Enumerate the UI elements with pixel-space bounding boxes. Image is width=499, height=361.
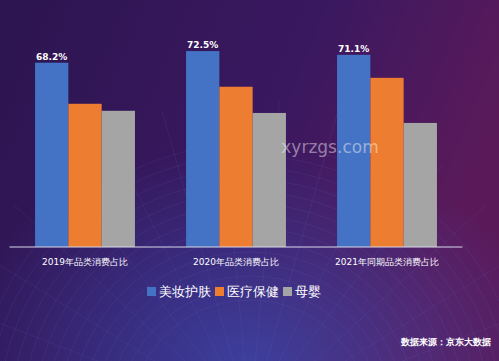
background-glow [0,0,499,361]
x-tick-label: 2021年同期品类消费占比 [335,257,439,267]
bar [219,87,252,247]
bar [404,123,437,247]
x-tick-label: 2020年品类消费占比 [193,257,279,267]
bar [186,51,219,247]
data-label: 71.1% [338,44,369,54]
data-label: 68.2% [36,52,67,62]
bar [102,111,135,247]
legend-swatch [283,287,292,296]
background [0,0,499,361]
source: 数据来源：京东大数据 [400,337,491,347]
bars [35,51,437,247]
legend-label: 母婴 [295,284,321,299]
data-labels: 68.2% 72.5% 71.1% [36,40,369,62]
bar [68,104,101,247]
legend-swatch [215,287,224,296]
bar [35,63,68,247]
legend-swatch [147,287,156,296]
x-axis [10,247,463,248]
legend-label: 美妆护肤 [159,284,211,299]
legend: 美妆护肤 医疗保健 母婴 [147,284,321,299]
watermark: xyrzgs.com [281,137,378,157]
legend-label: 医疗保健 [227,284,279,299]
chart: 68.2% 72.5% 71.1% 2019年品类消费占比 2020年品类消费占比 202… [0,0,499,361]
data-label: 72.5% [187,40,218,50]
bar [253,113,286,247]
bar [370,78,403,247]
x-tick-label: 2019年品类消费占比 [42,257,128,267]
